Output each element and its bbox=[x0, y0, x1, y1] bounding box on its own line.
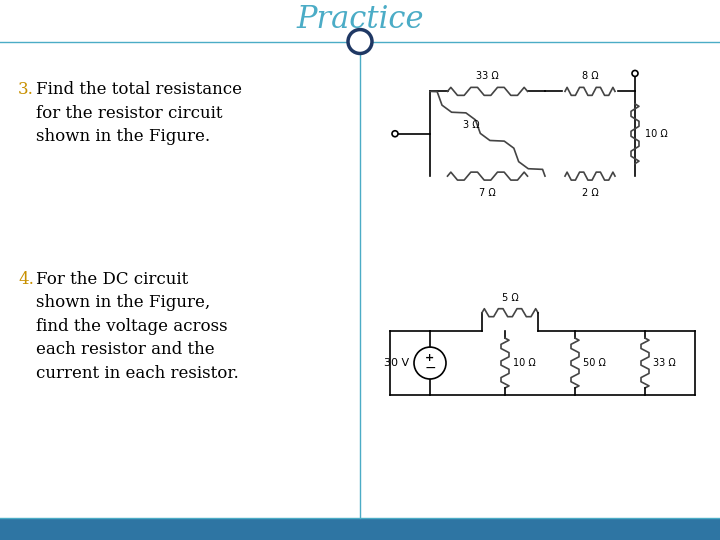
Text: 33 Ω: 33 Ω bbox=[476, 71, 499, 82]
Text: 3 Ω: 3 Ω bbox=[463, 120, 480, 130]
Text: 50 Ω: 50 Ω bbox=[583, 358, 606, 368]
Text: 8 Ω: 8 Ω bbox=[582, 71, 598, 82]
FancyBboxPatch shape bbox=[0, 518, 720, 540]
Text: 10 Ω: 10 Ω bbox=[645, 129, 667, 139]
Circle shape bbox=[392, 131, 398, 137]
Text: 33 Ω: 33 Ω bbox=[653, 358, 676, 368]
Text: Practice: Practice bbox=[296, 4, 424, 35]
Text: 7 Ω: 7 Ω bbox=[479, 188, 496, 198]
Text: 4.: 4. bbox=[18, 271, 34, 288]
Circle shape bbox=[414, 347, 446, 379]
Text: Find the total resistance
for the resistor circuit
shown in the Figure.: Find the total resistance for the resist… bbox=[36, 82, 242, 145]
Text: 10 Ω: 10 Ω bbox=[513, 358, 536, 368]
Text: 3.: 3. bbox=[18, 82, 34, 98]
Text: 2 Ω: 2 Ω bbox=[582, 188, 598, 198]
Text: 5 Ω: 5 Ω bbox=[502, 293, 518, 303]
Circle shape bbox=[632, 70, 638, 77]
Circle shape bbox=[348, 30, 372, 53]
Text: −: − bbox=[424, 361, 436, 375]
Text: For the DC circuit
shown in the Figure,
find the voltage across
each resistor an: For the DC circuit shown in the Figure, … bbox=[36, 271, 239, 382]
Text: +: + bbox=[426, 353, 435, 363]
Text: 30 V: 30 V bbox=[384, 358, 409, 368]
